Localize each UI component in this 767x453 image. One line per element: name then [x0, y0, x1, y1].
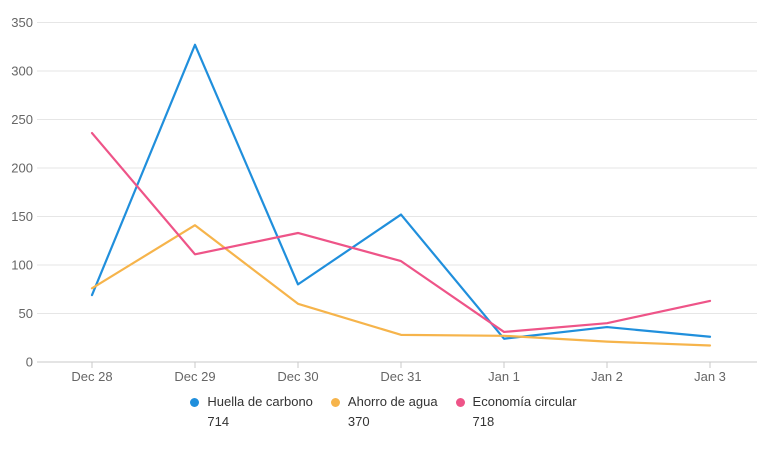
x-axis-tick-label: Jan 3	[694, 369, 726, 384]
y-axis-tick-label: 0	[26, 355, 33, 370]
series-line-ahorro-de-agua[interactable]	[90, 224, 712, 347]
legend-row: Ahorro de agua	[330, 394, 438, 410]
legend-marker-icon	[190, 397, 200, 407]
legend-row: Economía circular	[455, 394, 577, 410]
y-axis-tick-label: 200	[11, 161, 33, 176]
x-axis-tick-label: Dec 28	[71, 369, 112, 384]
legend-series-total: 718	[472, 414, 495, 429]
legend-series-total: 370	[347, 414, 370, 429]
chart-legend: Huella de carbono 714 Ahorro de agua 370 Eco…	[0, 394, 767, 430]
x-axis-tick-label: Dec 30	[277, 369, 318, 384]
legend-item-ahorro-de-agua[interactable]: Ahorro de agua 370	[330, 394, 438, 430]
legend-series-total: 714	[207, 414, 230, 429]
y-axis-tick-label: 100	[11, 258, 33, 273]
legend-label: Huella de carbono	[207, 394, 313, 409]
x-axis-tick-label: Jan 1	[488, 369, 520, 384]
y-axis-tick-label: 150	[11, 209, 33, 224]
legend-marker-icon	[330, 397, 340, 407]
legend-item-economia-circular[interactable]: Economía circular 718	[455, 394, 577, 430]
x-axis-tick-label: Dec 29	[174, 369, 215, 384]
legend-label: Economía circular	[472, 394, 577, 409]
legend-row: Huella de carbono	[190, 394, 313, 410]
legend-item-huella-de-carbono[interactable]: Huella de carbono 714	[190, 394, 313, 430]
y-axis-tick-label: 350	[11, 15, 33, 30]
line-chart: 0 50 100 150 200 250 300 350 Dec 28 Dec 29 Dec 30 D…	[11, 15, 757, 384]
y-axis-tick-label: 300	[11, 64, 33, 79]
series-line-economia-circular[interactable]	[90, 131, 712, 334]
legend-label: Ahorro de agua	[347, 394, 438, 409]
x-axis-tick-label: Dec 31	[380, 369, 421, 384]
series-line-huella-de-carbono[interactable]	[90, 43, 712, 340]
x-axis-tick-label: Jan 2	[591, 369, 623, 384]
y-axis-tick-label: 50	[19, 306, 33, 321]
legend-marker-icon	[455, 397, 465, 407]
y-axis-tick-label: 250	[11, 112, 33, 127]
